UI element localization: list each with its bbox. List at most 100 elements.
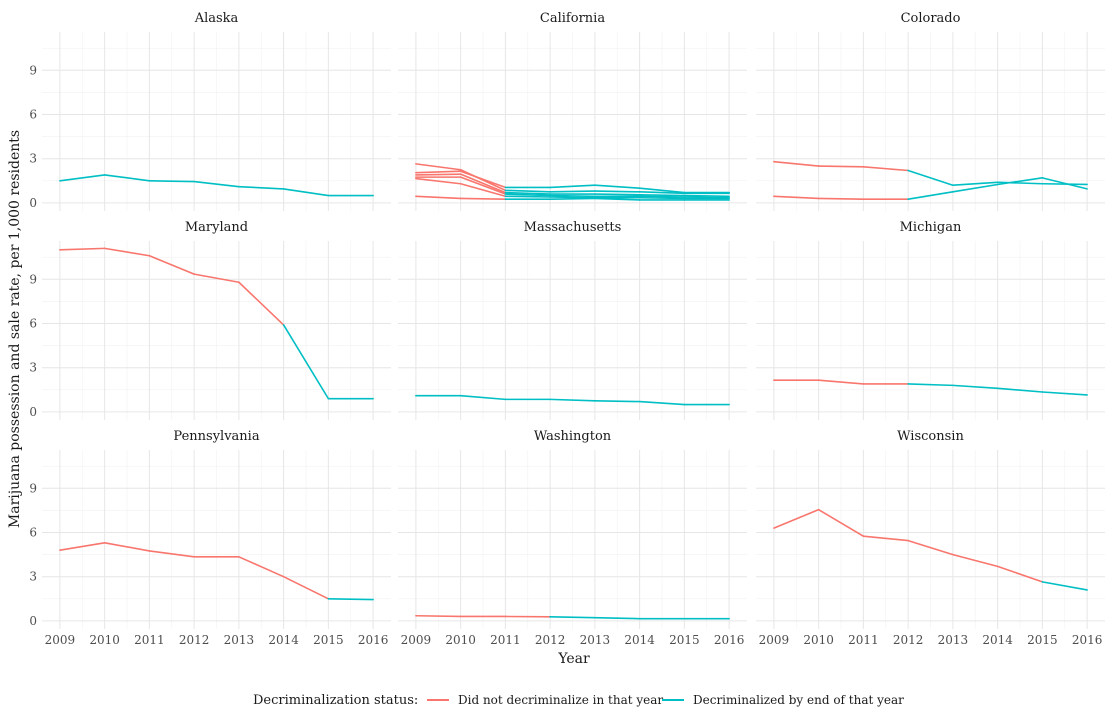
line-segment-not-decriminalized <box>459 176 507 195</box>
line-segment-decriminalized <box>549 194 596 198</box>
line-segment-not-decriminalized <box>907 539 954 556</box>
y-tick-label: 0 <box>29 405 37 419</box>
y-tick-label: 9 <box>29 481 37 495</box>
facet-title: Maryland <box>185 220 248 235</box>
line-segment-decriminalized <box>594 616 641 620</box>
legend-title: Decriminalization status: <box>253 693 418 708</box>
line-segment-not-decriminalized <box>238 281 285 326</box>
facet-panel: California <box>398 11 747 211</box>
x-tick-label: 2015 <box>313 633 344 647</box>
line-segment-not-decriminalized <box>773 508 820 529</box>
line-segment-decriminalized <box>594 197 641 201</box>
y-tick-label: 0 <box>29 196 37 210</box>
line-segment-not-decriminalized <box>459 197 507 201</box>
facet-panel: Pennsylvania 0 3 6 9 2009 2010 2011 2012 2013 2014… <box>29 429 391 647</box>
x-tick-label: 2014 <box>982 633 1013 647</box>
x-tick-label: 2013 <box>580 633 611 647</box>
line-segment-not-decriminalized <box>862 166 909 172</box>
x-tick-label: 2011 <box>490 633 521 647</box>
x-tick-label: 2016 <box>714 633 745 647</box>
x-tick-label: 2014 <box>268 633 299 647</box>
facet-panels: Alaska 0 3 6 9 California Colorado Maryland 0 3 6 9… <box>29 11 1105 647</box>
x-tick-label: 2009 <box>45 633 76 647</box>
y-tick-label: 9 <box>29 272 37 286</box>
x-tick-label: 2011 <box>848 633 879 647</box>
line-segment-decriminalized <box>594 193 641 196</box>
line-segment-not-decriminalized <box>282 575 330 600</box>
x-tick-label: 2010 <box>89 633 120 647</box>
x-axis-title: Year <box>557 651 590 667</box>
line-segment-decriminalized <box>103 174 151 182</box>
line-segment-not-decriminalized <box>415 163 462 171</box>
line-segment-decriminalized <box>907 191 954 201</box>
line-segment-decriminalized <box>549 196 596 199</box>
line-segment-not-decriminalized <box>817 508 865 537</box>
line-segment-not-decriminalized <box>415 170 462 174</box>
line-segment-decriminalized <box>504 191 551 195</box>
line-segment-not-decriminalized <box>773 195 820 200</box>
line-segment-not-decriminalized <box>415 195 462 200</box>
line-segment-decriminalized <box>193 180 240 188</box>
line-segment-decriminalized <box>638 400 686 406</box>
line-segment-not-decriminalized <box>817 197 865 201</box>
line-segment-decriminalized <box>907 383 954 387</box>
line-segment-decriminalized <box>594 400 641 403</box>
x-tick-label: 2010 <box>445 633 476 647</box>
line-segment-not-decriminalized <box>952 553 999 568</box>
x-tick-label: 2012 <box>893 633 924 647</box>
line-segment-decriminalized <box>504 195 551 198</box>
line-segment-not-decriminalized <box>59 542 106 551</box>
line-segment-decriminalized <box>1041 581 1088 591</box>
line-segment-not-decriminalized <box>59 247 106 251</box>
x-tick-label: 2014 <box>624 633 655 647</box>
axes: Year Marijuana possession and sale rate,… <box>7 130 590 667</box>
y-tick-label: 6 <box>29 317 37 331</box>
line-segment-decriminalized <box>282 324 330 400</box>
line-segment-not-decriminalized <box>415 614 462 618</box>
facet-title: Massachusetts <box>524 220 622 235</box>
line-segment-decriminalized <box>996 387 1044 393</box>
line-segment-decriminalized <box>549 615 596 619</box>
facet-title: Alaska <box>194 11 239 26</box>
line-segment-decriminalized <box>952 181 999 187</box>
line-segment-decriminalized <box>459 394 507 401</box>
line-segment-not-decriminalized <box>459 170 507 189</box>
x-tick-label: 2009 <box>759 633 790 647</box>
line-segment-decriminalized <box>683 194 730 198</box>
legend-label-decriminalized: Decriminalized by end of that year <box>693 693 904 707</box>
line-segment-decriminalized <box>549 398 596 402</box>
line-segment-not-decriminalized <box>415 177 462 185</box>
line-segment-decriminalized <box>549 184 596 189</box>
x-tick-label: 2013 <box>224 633 255 647</box>
y-tick-label: 6 <box>29 526 37 540</box>
facet-title: Washington <box>534 429 612 444</box>
line-segment-decriminalized <box>996 181 1044 185</box>
line-segment-decriminalized <box>683 196 730 199</box>
facet-panel: Michigan <box>756 220 1105 420</box>
legend-label-not-decriminalized: Did not decriminalize in that year <box>458 693 663 707</box>
line-segment-not-decriminalized <box>817 379 865 385</box>
line-segment-decriminalized <box>1041 177 1088 190</box>
line-segment-decriminalized <box>504 189 551 193</box>
x-tick-label: 2009 <box>401 633 432 647</box>
line-segment-decriminalized <box>996 177 1044 186</box>
line-segment-decriminalized <box>907 169 954 187</box>
x-tick-label: 2012 <box>535 633 566 647</box>
x-tick-label: 2015 <box>669 633 700 647</box>
y-tick-label: 3 <box>29 361 37 375</box>
line-segment-not-decriminalized <box>459 182 507 198</box>
line-segment-decriminalized <box>59 174 106 182</box>
line-segment-not-decriminalized <box>148 254 195 275</box>
x-tick-label: 2011 <box>134 633 165 647</box>
y-tick-label: 3 <box>29 570 37 584</box>
line-segment-not-decriminalized <box>103 247 151 257</box>
facet-title: Pennsylvania <box>173 429 259 444</box>
line-segment-decriminalized <box>594 190 641 193</box>
line-segment-decriminalized <box>638 191 686 195</box>
facet-panel: Alaska 0 3 6 9 <box>29 11 391 211</box>
line-segment-decriminalized <box>549 197 596 201</box>
line-segment-decriminalized <box>238 185 285 190</box>
facet-panel: Washington 2009 2010 2011 2012 2013 2014 2015 20… <box>398 429 747 647</box>
line-segment-not-decriminalized <box>817 165 865 168</box>
line-segment-decriminalized <box>638 195 686 198</box>
